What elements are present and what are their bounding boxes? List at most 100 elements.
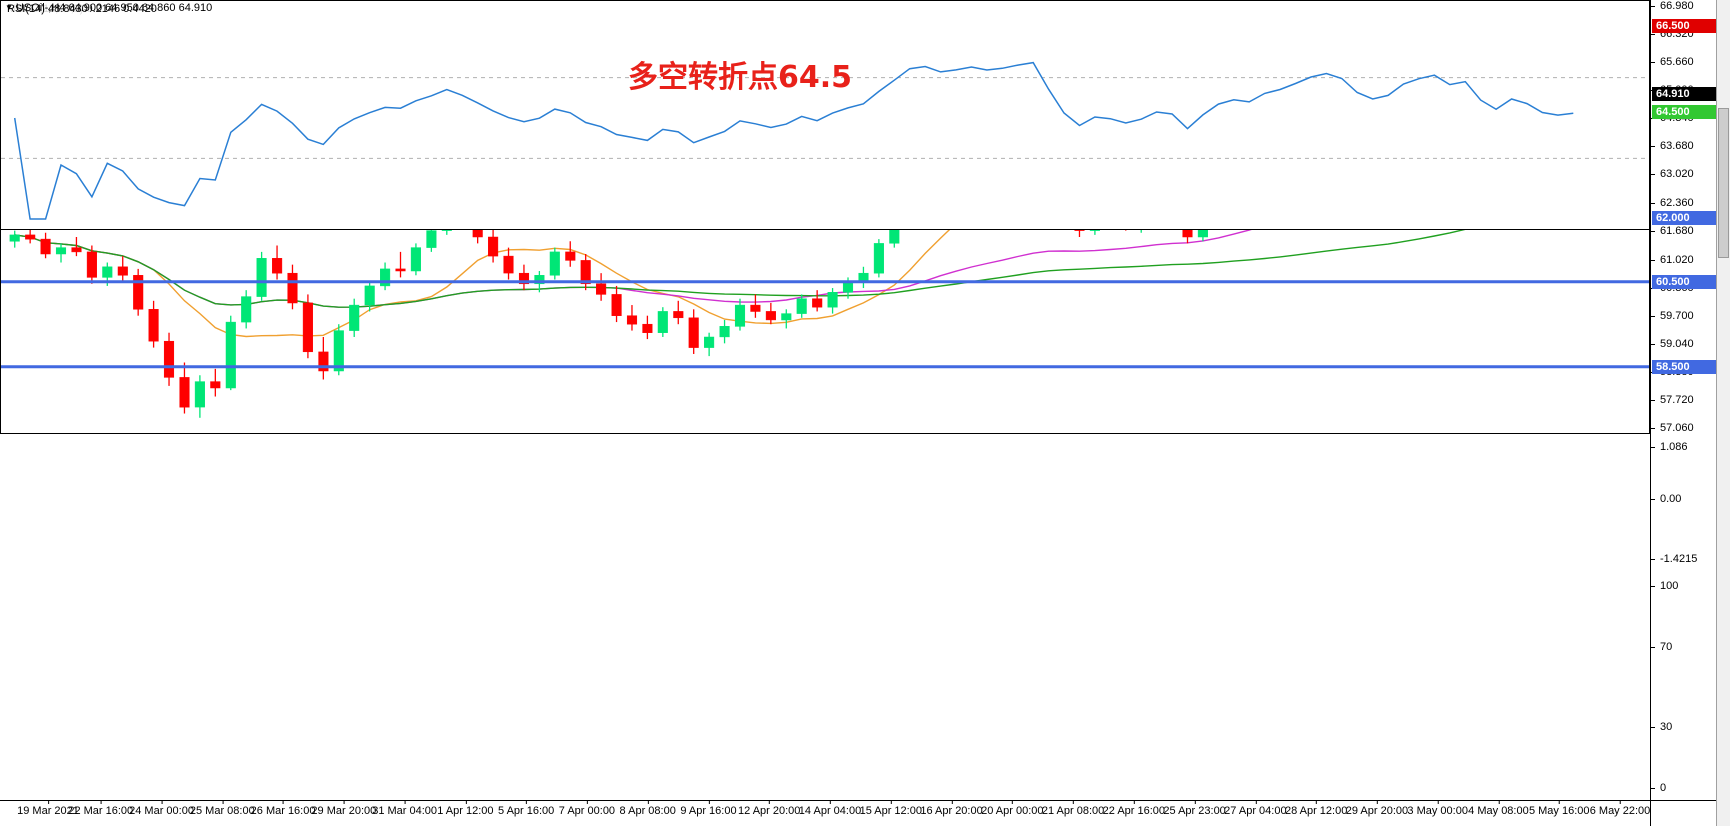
- scrollbar-thumb[interactable]: [1718, 108, 1729, 258]
- candle-body: [688, 317, 699, 348]
- candle-body: [71, 247, 82, 253]
- price-badge-level-blue[interactable]: 58.500: [1652, 359, 1730, 374]
- price-tick-59-040: 59.040: [1651, 338, 1730, 350]
- candle-body: [750, 304, 761, 312]
- chart-header: ▼ USOil-,H4 64.900 64.950 64.860 64.910: [1, 0, 1649, 15]
- candle-body: [827, 292, 838, 308]
- rsi-chart-svg: [1, 61, 1649, 220]
- rsi-tick-70: 70: [1651, 641, 1730, 653]
- rsi-line: [13, 61, 1574, 220]
- time-tick-label: 26 Mar 16:00: [250, 800, 316, 817]
- candle-body: [426, 230, 437, 248]
- time-tick-label: 9 Apr 16:00: [680, 800, 737, 817]
- macd-tick-1: 0.00: [1651, 493, 1730, 505]
- candle-body: [148, 309, 159, 342]
- candle-body: [333, 330, 344, 372]
- price-tick-57-060: 57.060: [1651, 422, 1730, 434]
- candle-body: [534, 275, 545, 285]
- candle-body: [596, 283, 607, 295]
- candle-body: [9, 234, 20, 242]
- candle-body: [302, 302, 313, 353]
- candle-body: [642, 323, 653, 333]
- price-tick-61-020: 61.020: [1651, 254, 1730, 266]
- candle-body: [179, 377, 190, 408]
- time-tick-label: 4 May 08:00: [1468, 800, 1529, 817]
- time-tick-label: 29 Mar 20:00: [311, 800, 377, 817]
- candle-body: [549, 251, 560, 276]
- candle-body: [410, 247, 421, 272]
- time-tick-label: 19 Mar 2021: [17, 800, 79, 817]
- candle-body: [287, 272, 298, 304]
- time-tick-label: 20 Apr 00:00: [981, 800, 1044, 817]
- candle-body: [241, 296, 252, 323]
- time-axis[interactable]: 19 Mar 2021 22 Mar 16:00 24 Mar 00:00 25 Ma…: [0, 800, 1650, 826]
- rsi-label: RSI(14) 48.8430: [5, 3, 90, 15]
- candle-body: [657, 311, 668, 333]
- candle-body: [719, 326, 730, 338]
- candle-body: [225, 321, 236, 389]
- price-badge-level-blue[interactable]: 62.000: [1652, 210, 1730, 225]
- price-tick-62-360: 62.360: [1651, 197, 1730, 209]
- time-tick-label: 3 May 00:00: [1407, 800, 1468, 817]
- candle-body: [380, 268, 391, 287]
- time-tick-label: 7 Apr 00:00: [558, 800, 616, 817]
- rsi-tick-30: 30: [1651, 721, 1730, 733]
- price-tick-63-020: 63.020: [1651, 168, 1730, 180]
- time-tick-label: 25 Mar 08:00: [189, 800, 255, 817]
- candle-body: [117, 266, 128, 276]
- candle-body: [704, 336, 715, 348]
- price-tick-63-680: 63.680: [1651, 140, 1730, 152]
- candle-body: [842, 281, 854, 293]
- candle-body: [55, 247, 67, 255]
- candle-body: [256, 258, 267, 297]
- time-tick-label: 21 Apr 08:00: [1041, 800, 1105, 817]
- candle-body: [781, 313, 792, 321]
- time-tick-label: 22 Mar 16:00: [68, 800, 134, 817]
- candle-body: [626, 315, 638, 325]
- price-badge-level-blue[interactable]: 60.500: [1652, 274, 1730, 289]
- candle-body: [765, 311, 776, 321]
- candle-body: [25, 234, 36, 240]
- candle-body: [272, 258, 283, 274]
- time-tick-label: 15 Apr 12:00: [859, 800, 922, 817]
- candle-body: [580, 260, 591, 285]
- candle-body: [395, 268, 406, 272]
- time-tick-label: 8 Apr 08:00: [619, 800, 676, 817]
- candle-body: [364, 285, 375, 306]
- candle-body: [349, 304, 360, 331]
- candle-body: [734, 304, 746, 327]
- price-tick-65-660: 65.660: [1651, 56, 1730, 68]
- time-tick-label: 29 Apr 20:00: [1345, 800, 1409, 817]
- candle-body: [318, 351, 329, 372]
- price-badge-support-green[interactable]: 64.500: [1652, 104, 1730, 119]
- chart-annotation-text: 多空转折点64.5: [628, 60, 853, 95]
- time-tick-label: 14 Apr 04:00: [798, 800, 862, 817]
- rsi-tick-100: 100: [1651, 580, 1730, 592]
- candle-body: [488, 236, 499, 257]
- price-tick-57-720: 57.720: [1651, 394, 1730, 406]
- macd-tick-2: -1.4215: [1651, 553, 1730, 565]
- candle-body: [210, 381, 221, 389]
- price-tick-59-700: 59.700: [1651, 310, 1730, 322]
- time-tick-label: 31 Mar 04:00: [372, 800, 438, 817]
- candle-body: [86, 251, 97, 278]
- candle-body: [611, 294, 622, 316]
- candle-body: [503, 255, 514, 274]
- candle-body: [673, 311, 684, 319]
- time-tick-label: 24 Mar 00:00: [129, 800, 194, 817]
- candle-body: [796, 298, 807, 314]
- time-tick-label: 6 May 22:00: [1589, 800, 1651, 817]
- vertical-scrollbar[interactable]: [1716, 0, 1730, 826]
- candle-body: [873, 243, 884, 274]
- time-tick-label: 16 Apr 20:00: [920, 800, 983, 817]
- price-badge-current-price[interactable]: 64.910: [1652, 87, 1730, 102]
- time-tick-label: 5 May 16:00: [1528, 800, 1590, 817]
- time-tick-label: 12 Apr 20:00: [738, 800, 801, 817]
- collapse-icon[interactable]: ▼: [5, 3, 13, 12]
- macd-tick-0: 1.086: [1651, 441, 1730, 453]
- ma-slow-line: [14, 206, 1574, 308]
- price-badge-resistance[interactable]: 66.500: [1652, 19, 1730, 34]
- candle-body: [40, 238, 51, 255]
- candle-body: [163, 340, 175, 378]
- rsi-pane[interactable]: RSI(14) 48.8430: [0, 0, 1650, 230]
